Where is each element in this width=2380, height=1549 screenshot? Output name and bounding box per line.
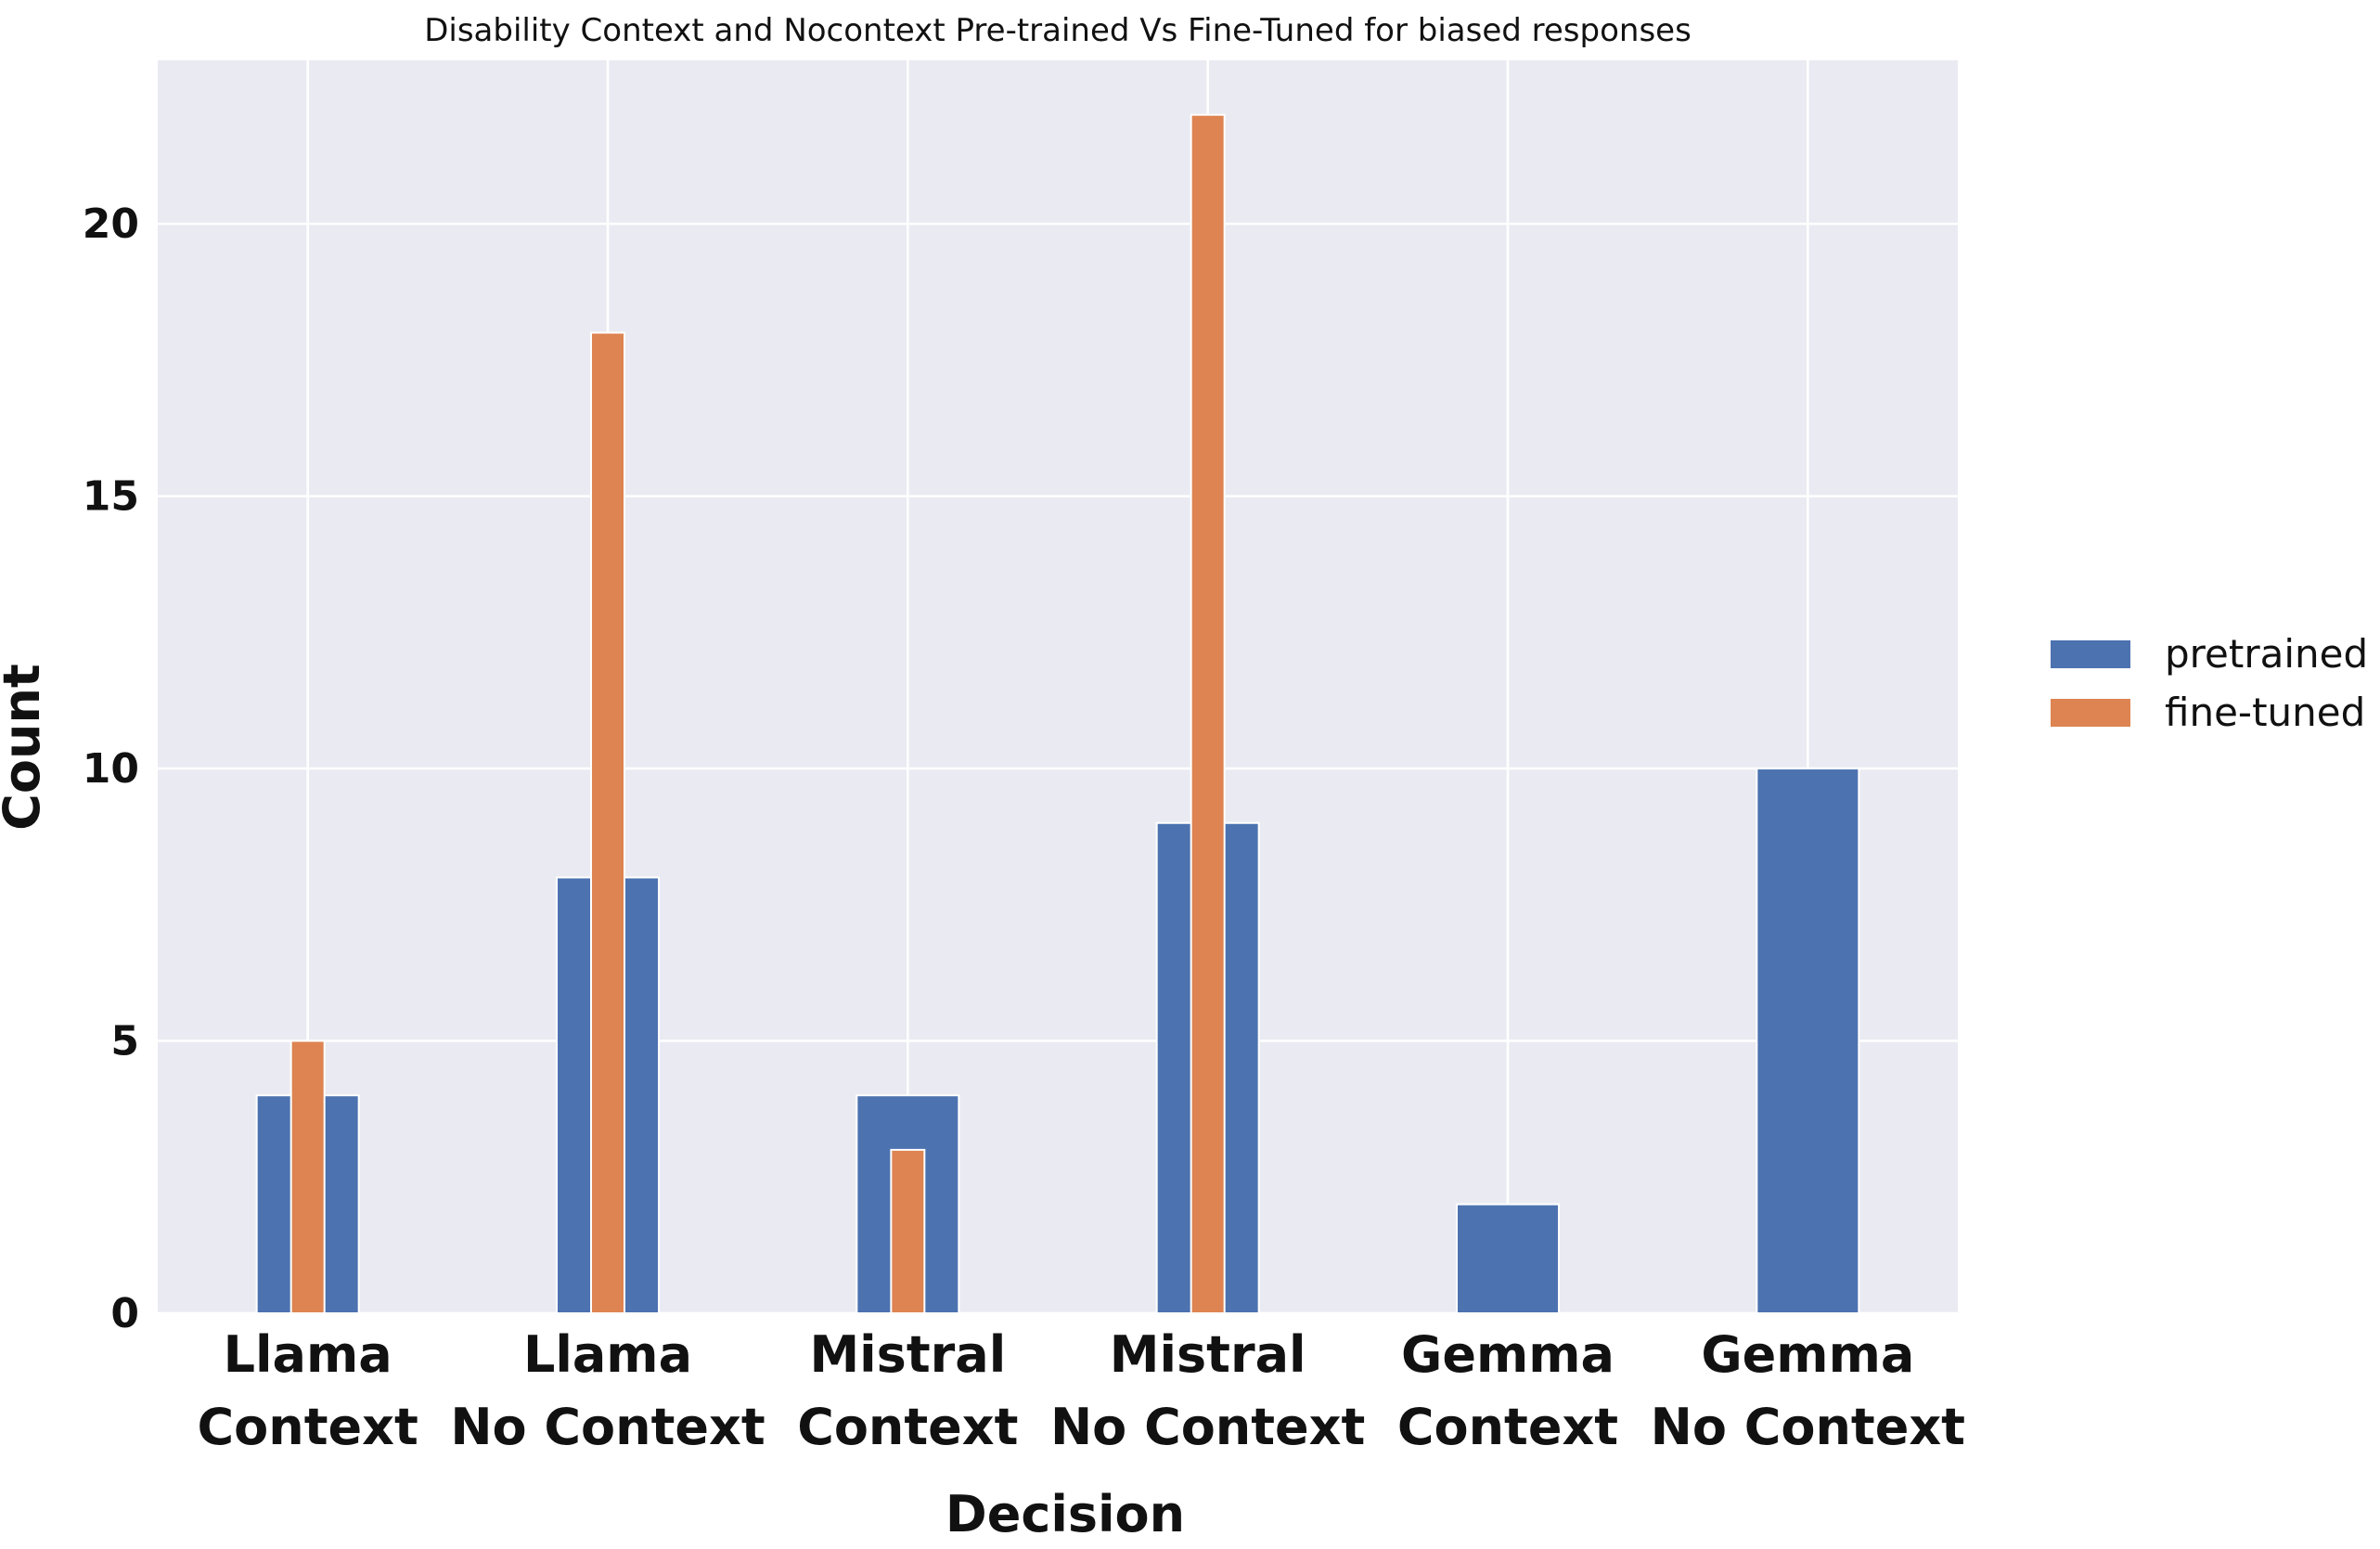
legend-swatch [2051, 699, 2130, 727]
x-tick-label: No Context [1651, 1398, 1965, 1456]
legend: pretrained fine-tuned [2051, 631, 2368, 735]
x-axis-label: Decision [946, 1485, 1185, 1543]
bar-fine-tuned [289, 1039, 326, 1314]
bar-pretrained [1756, 768, 1860, 1314]
plot-area [158, 60, 1958, 1313]
bar-pretrained [1456, 1203, 1560, 1314]
x-tick-label: Gemma [1401, 1325, 1615, 1384]
y-tick-label: 20 [83, 200, 139, 248]
x-tick-label: Context [198, 1398, 418, 1456]
x-tick-label: Llama [224, 1325, 392, 1384]
x-axis-ticks: Llama Context Llama No Context Mistral Contex… [198, 1325, 1965, 1456]
bar-fine-tuned [890, 1148, 926, 1315]
legend-label: fine-tuned [2165, 690, 2365, 735]
x-tick-label: Context [797, 1398, 1018, 1456]
y-tick-label: 15 [83, 473, 139, 521]
y-axis-label: Count [0, 664, 51, 830]
x-tick-label: No Context [1050, 1398, 1365, 1456]
x-tick-label: Llama [523, 1325, 692, 1384]
y-tick-label: 10 [83, 745, 139, 793]
y-tick-label: 5 [110, 1018, 139, 1065]
y-tick-label: 0 [110, 1290, 139, 1337]
y-axis-ticks: 0 5 10 15 20 [83, 200, 139, 1337]
x-tick-label: Context [1397, 1398, 1618, 1456]
x-tick-label: No Context [450, 1398, 765, 1456]
x-tick-label: Gemma [1701, 1325, 1914, 1384]
bars [255, 113, 1860, 1315]
chart-title: Disability Context and Nocontext Pre-tra… [424, 12, 1692, 49]
x-tick-label: Mistral [1110, 1325, 1306, 1384]
x-tick-label: Mistral [809, 1325, 1006, 1384]
legend-label: pretrained [2165, 631, 2368, 677]
legend-swatch [2051, 640, 2130, 668]
bar-fine-tuned [1190, 113, 1226, 1314]
bar-fine-tuned [590, 331, 625, 1314]
